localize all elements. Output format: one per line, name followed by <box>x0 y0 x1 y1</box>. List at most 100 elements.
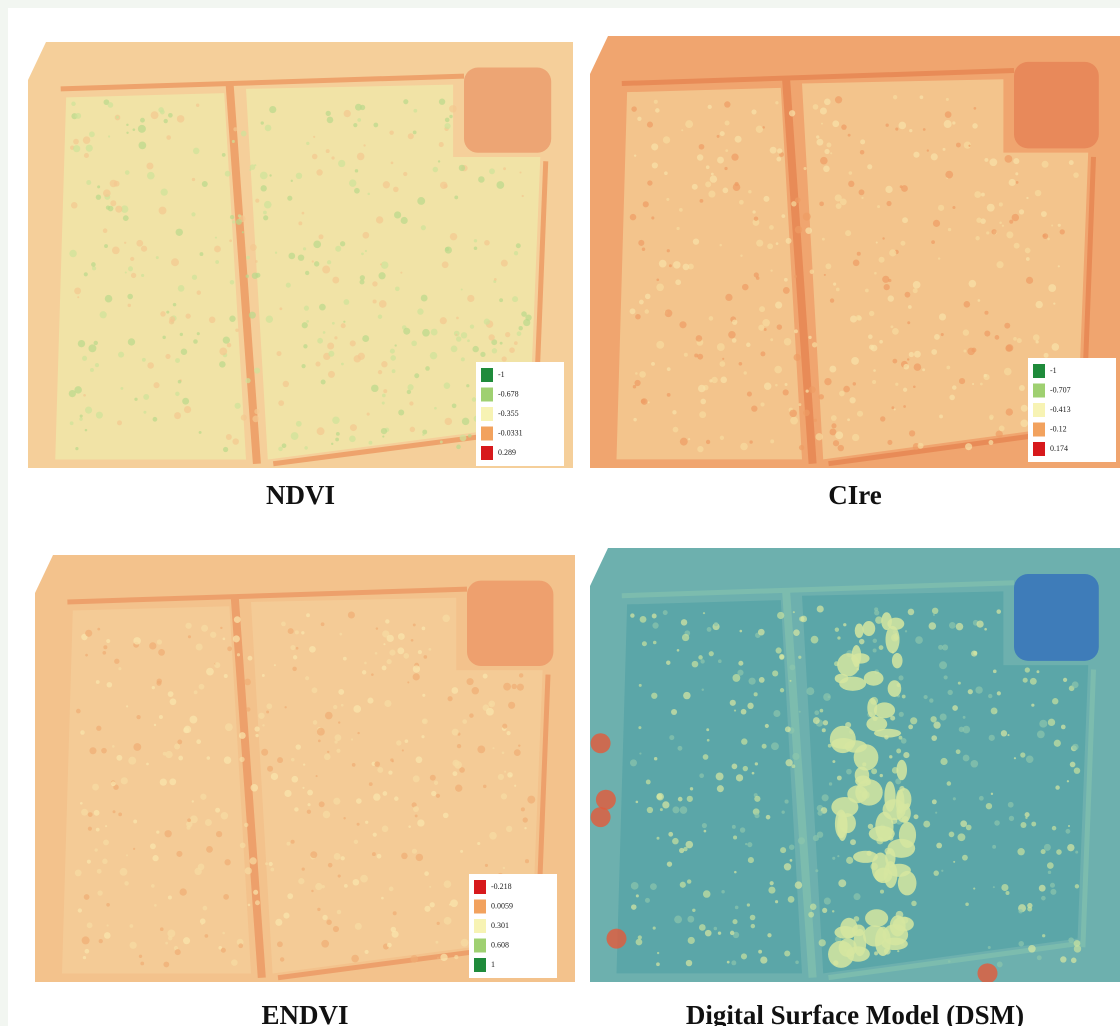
texture <box>694 354 698 358</box>
texture <box>449 105 456 112</box>
texture <box>315 883 322 890</box>
texture <box>434 781 438 785</box>
texture <box>117 420 122 425</box>
texture <box>333 798 340 805</box>
texture <box>395 287 400 292</box>
texture <box>522 195 524 197</box>
texture <box>258 713 264 719</box>
texture <box>885 186 892 193</box>
texture <box>527 796 535 804</box>
texture <box>657 837 660 840</box>
texture <box>847 418 850 421</box>
texture <box>686 841 694 849</box>
texture <box>843 623 846 626</box>
legend-label: -0.12 <box>1050 424 1067 433</box>
texture <box>1006 231 1013 238</box>
texture <box>279 307 282 310</box>
texture <box>703 754 709 760</box>
texture <box>931 349 937 355</box>
texture <box>732 338 737 343</box>
texture <box>1015 172 1018 175</box>
texture <box>1004 323 1010 329</box>
texture <box>984 311 988 315</box>
texture <box>421 225 426 230</box>
texture <box>1054 740 1061 747</box>
texture <box>958 833 966 841</box>
texture <box>96 194 101 199</box>
texture <box>175 392 179 396</box>
texture <box>1072 681 1079 688</box>
texture <box>847 785 867 803</box>
texture <box>445 118 450 123</box>
texture <box>755 762 758 765</box>
texture <box>192 800 194 802</box>
texture <box>149 642 156 649</box>
texture <box>944 120 952 128</box>
texture <box>652 622 658 628</box>
texture <box>1017 848 1024 855</box>
texture <box>667 861 672 866</box>
texture <box>997 691 1001 695</box>
texture <box>783 287 790 294</box>
texture <box>180 888 187 895</box>
texture <box>94 848 97 851</box>
texture <box>915 636 923 644</box>
texture <box>84 272 88 276</box>
texture <box>381 361 387 367</box>
texture <box>784 278 788 282</box>
texture <box>700 399 706 405</box>
texture <box>85 630 92 637</box>
texture <box>1036 301 1043 308</box>
texture <box>341 704 344 707</box>
texture <box>357 732 359 734</box>
texture <box>306 142 309 145</box>
texture <box>206 846 213 853</box>
texture <box>306 613 310 617</box>
texture <box>178 285 185 292</box>
texture <box>799 711 801 713</box>
texture <box>751 109 756 114</box>
texture <box>972 348 977 353</box>
texture <box>935 812 937 814</box>
texture <box>655 108 660 113</box>
texture <box>1074 945 1081 952</box>
texture <box>168 936 172 940</box>
texture <box>244 679 251 686</box>
texture <box>832 760 835 763</box>
texture <box>812 342 817 347</box>
texture <box>725 121 730 126</box>
texture <box>718 931 721 934</box>
texture <box>255 734 258 737</box>
texture <box>128 757 136 765</box>
texture <box>806 390 809 393</box>
texture <box>879 257 885 263</box>
texture <box>418 650 422 654</box>
texture <box>157 678 162 683</box>
texture <box>185 623 191 629</box>
texture <box>764 328 767 331</box>
texture <box>813 835 819 841</box>
texture <box>905 630 907 632</box>
texture <box>160 311 165 316</box>
texture <box>478 176 485 183</box>
texture <box>472 397 476 401</box>
texture <box>141 246 147 252</box>
texture <box>656 283 664 291</box>
texture <box>642 247 645 250</box>
texture <box>949 622 956 629</box>
texture <box>235 329 238 332</box>
texture <box>154 904 157 907</box>
texture <box>192 178 195 181</box>
texture <box>323 331 326 334</box>
texture <box>367 193 370 196</box>
texture <box>152 855 158 861</box>
texture <box>193 339 198 344</box>
texture <box>830 298 834 302</box>
texture <box>908 725 913 730</box>
texture <box>687 916 694 923</box>
texture <box>1033 334 1040 341</box>
texture <box>87 922 93 928</box>
texture <box>185 313 190 318</box>
texture <box>248 656 253 661</box>
texture <box>85 407 92 414</box>
